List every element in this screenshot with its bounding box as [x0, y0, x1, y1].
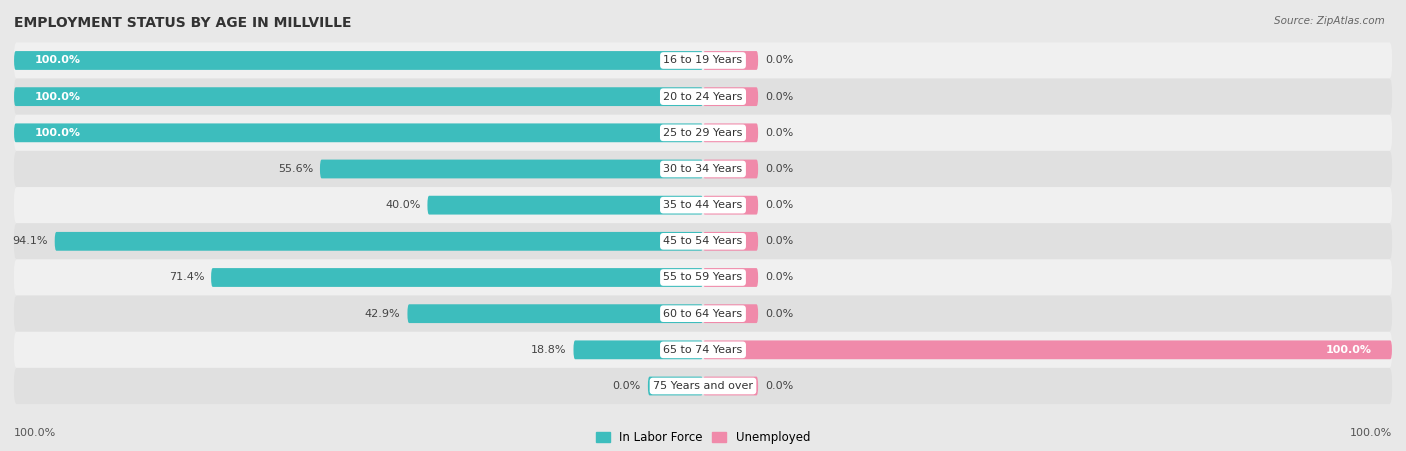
FancyBboxPatch shape [14, 259, 1392, 295]
FancyBboxPatch shape [703, 232, 758, 251]
FancyBboxPatch shape [14, 51, 703, 70]
Text: 16 to 19 Years: 16 to 19 Years [664, 55, 742, 65]
FancyBboxPatch shape [703, 304, 758, 323]
FancyBboxPatch shape [14, 42, 1392, 78]
Text: 45 to 54 Years: 45 to 54 Years [664, 236, 742, 246]
Text: 0.0%: 0.0% [765, 128, 793, 138]
FancyBboxPatch shape [703, 124, 758, 142]
FancyBboxPatch shape [14, 187, 1392, 223]
FancyBboxPatch shape [14, 223, 1392, 259]
FancyBboxPatch shape [648, 377, 703, 396]
FancyBboxPatch shape [14, 151, 1392, 187]
Text: 55 to 59 Years: 55 to 59 Years [664, 272, 742, 282]
Text: 0.0%: 0.0% [765, 55, 793, 65]
Text: 25 to 29 Years: 25 to 29 Years [664, 128, 742, 138]
FancyBboxPatch shape [14, 87, 703, 106]
FancyBboxPatch shape [408, 304, 703, 323]
FancyBboxPatch shape [14, 78, 1392, 115]
Text: 100.0%: 100.0% [1326, 345, 1371, 355]
FancyBboxPatch shape [703, 160, 758, 179]
Text: 100.0%: 100.0% [35, 55, 80, 65]
FancyBboxPatch shape [14, 124, 703, 142]
FancyBboxPatch shape [703, 377, 758, 396]
FancyBboxPatch shape [703, 268, 758, 287]
FancyBboxPatch shape [703, 341, 1392, 359]
Text: 55.6%: 55.6% [278, 164, 314, 174]
Text: 65 to 74 Years: 65 to 74 Years [664, 345, 742, 355]
Text: Source: ZipAtlas.com: Source: ZipAtlas.com [1274, 16, 1385, 26]
Text: 0.0%: 0.0% [765, 381, 793, 391]
Text: 0.0%: 0.0% [765, 236, 793, 246]
FancyBboxPatch shape [14, 115, 1392, 151]
Text: 18.8%: 18.8% [531, 345, 567, 355]
Text: 35 to 44 Years: 35 to 44 Years [664, 200, 742, 210]
Text: EMPLOYMENT STATUS BY AGE IN MILLVILLE: EMPLOYMENT STATUS BY AGE IN MILLVILLE [14, 16, 352, 30]
Text: 100.0%: 100.0% [35, 92, 80, 101]
Legend: In Labor Force, Unemployed: In Labor Force, Unemployed [596, 431, 810, 444]
Text: 100.0%: 100.0% [14, 428, 56, 438]
FancyBboxPatch shape [703, 196, 758, 215]
Text: 0.0%: 0.0% [765, 308, 793, 319]
FancyBboxPatch shape [427, 196, 703, 215]
FancyBboxPatch shape [211, 268, 703, 287]
Text: 20 to 24 Years: 20 to 24 Years [664, 92, 742, 101]
Text: 42.9%: 42.9% [366, 308, 401, 319]
Text: 60 to 64 Years: 60 to 64 Years [664, 308, 742, 319]
Text: 30 to 34 Years: 30 to 34 Years [664, 164, 742, 174]
Text: 100.0%: 100.0% [35, 128, 80, 138]
Text: 0.0%: 0.0% [765, 200, 793, 210]
FancyBboxPatch shape [703, 51, 758, 70]
FancyBboxPatch shape [55, 232, 703, 251]
Text: 71.4%: 71.4% [169, 272, 204, 282]
FancyBboxPatch shape [14, 295, 1392, 332]
FancyBboxPatch shape [14, 332, 1392, 368]
Text: 0.0%: 0.0% [765, 92, 793, 101]
Text: 0.0%: 0.0% [765, 164, 793, 174]
FancyBboxPatch shape [574, 341, 703, 359]
Text: 94.1%: 94.1% [13, 236, 48, 246]
Text: 0.0%: 0.0% [765, 272, 793, 282]
Text: 40.0%: 40.0% [385, 200, 420, 210]
FancyBboxPatch shape [321, 160, 703, 179]
Text: 100.0%: 100.0% [1350, 428, 1392, 438]
FancyBboxPatch shape [703, 87, 758, 106]
Text: 75 Years and over: 75 Years and over [652, 381, 754, 391]
Text: 0.0%: 0.0% [613, 381, 641, 391]
FancyBboxPatch shape [14, 368, 1392, 404]
